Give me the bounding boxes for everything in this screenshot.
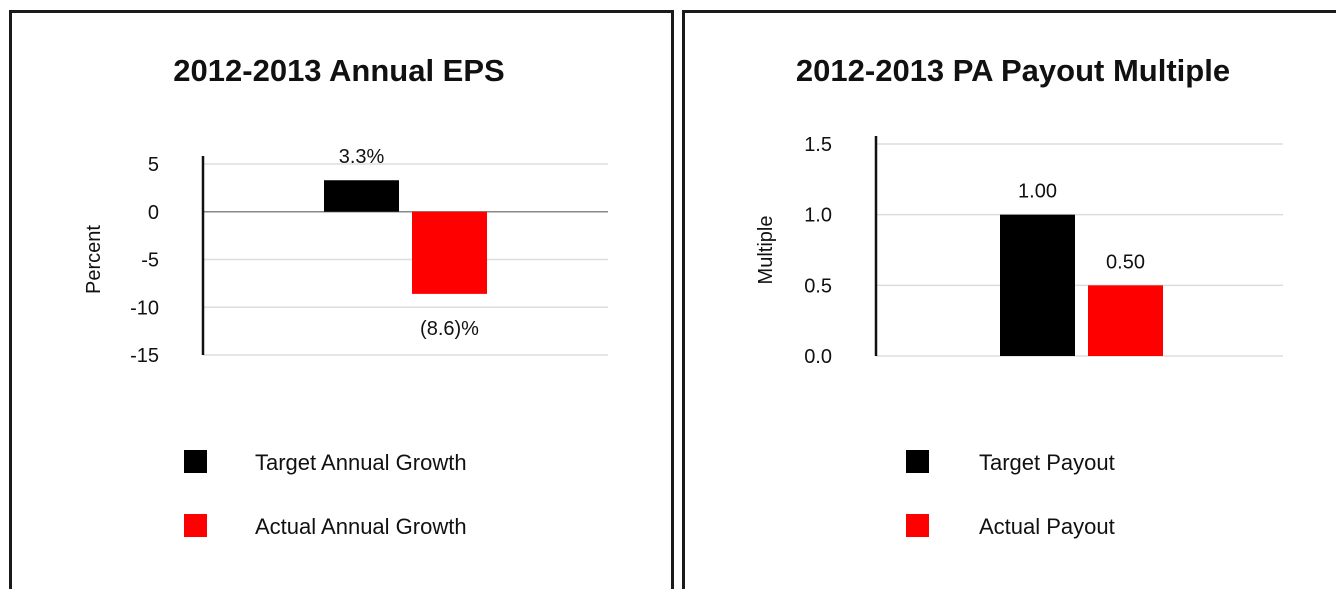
y-axis-label: Percent [83, 225, 105, 294]
data-label: (8.6)% [420, 318, 479, 340]
legend-swatch [184, 450, 207, 473]
y-axis-label: Multiple [755, 216, 777, 285]
data-label: 1.00 [1018, 181, 1057, 203]
bar-target [1000, 214, 1075, 356]
y-tick-label: -15 [130, 345, 159, 367]
legend-label: Actual Payout [979, 514, 1115, 539]
data-label: 3.3% [339, 146, 385, 168]
payout-chart-panel: 2012-2013 PA Payout Multiple Multiple 1.5 1… [682, 10, 1336, 589]
bar-target [324, 180, 399, 212]
legend-swatch [906, 450, 929, 473]
y-tick-label: 1.5 [804, 134, 832, 156]
eps-chart: 2012-2013 Annual EPS Percent 5 0 -5 -10 -15 3.3… [83, 53, 608, 539]
y-tick-label: 0 [148, 202, 159, 224]
chart-title: 2012-2013 PA Payout Multiple [796, 53, 1230, 88]
data-label: 0.50 [1106, 251, 1145, 273]
y-tick-label: 0.5 [804, 275, 832, 297]
y-tick-label: 0.0 [804, 346, 832, 368]
y-tick-label: 5 [148, 154, 159, 176]
chart-title: 2012-2013 Annual EPS [173, 53, 504, 88]
y-tick-label: -5 [141, 250, 159, 272]
legend-swatch [906, 514, 929, 537]
legend-label: Target Annual Growth [255, 450, 467, 475]
payout-chart: 2012-2013 PA Payout Multiple Multiple 1.5 1… [755, 53, 1283, 539]
bar-actual [1088, 285, 1163, 356]
legend-swatch [184, 514, 207, 537]
y-tick-label: -10 [130, 297, 159, 319]
y-tick-label: 1.0 [804, 205, 832, 227]
legend-label: Target Payout [979, 450, 1115, 475]
legend-label: Actual Annual Growth [255, 514, 467, 539]
bar-actual [412, 211, 487, 294]
eps-chart-panel: 2012-2013 Annual EPS Percent 5 0 -5 -10 -15 3.3… [9, 10, 674, 589]
